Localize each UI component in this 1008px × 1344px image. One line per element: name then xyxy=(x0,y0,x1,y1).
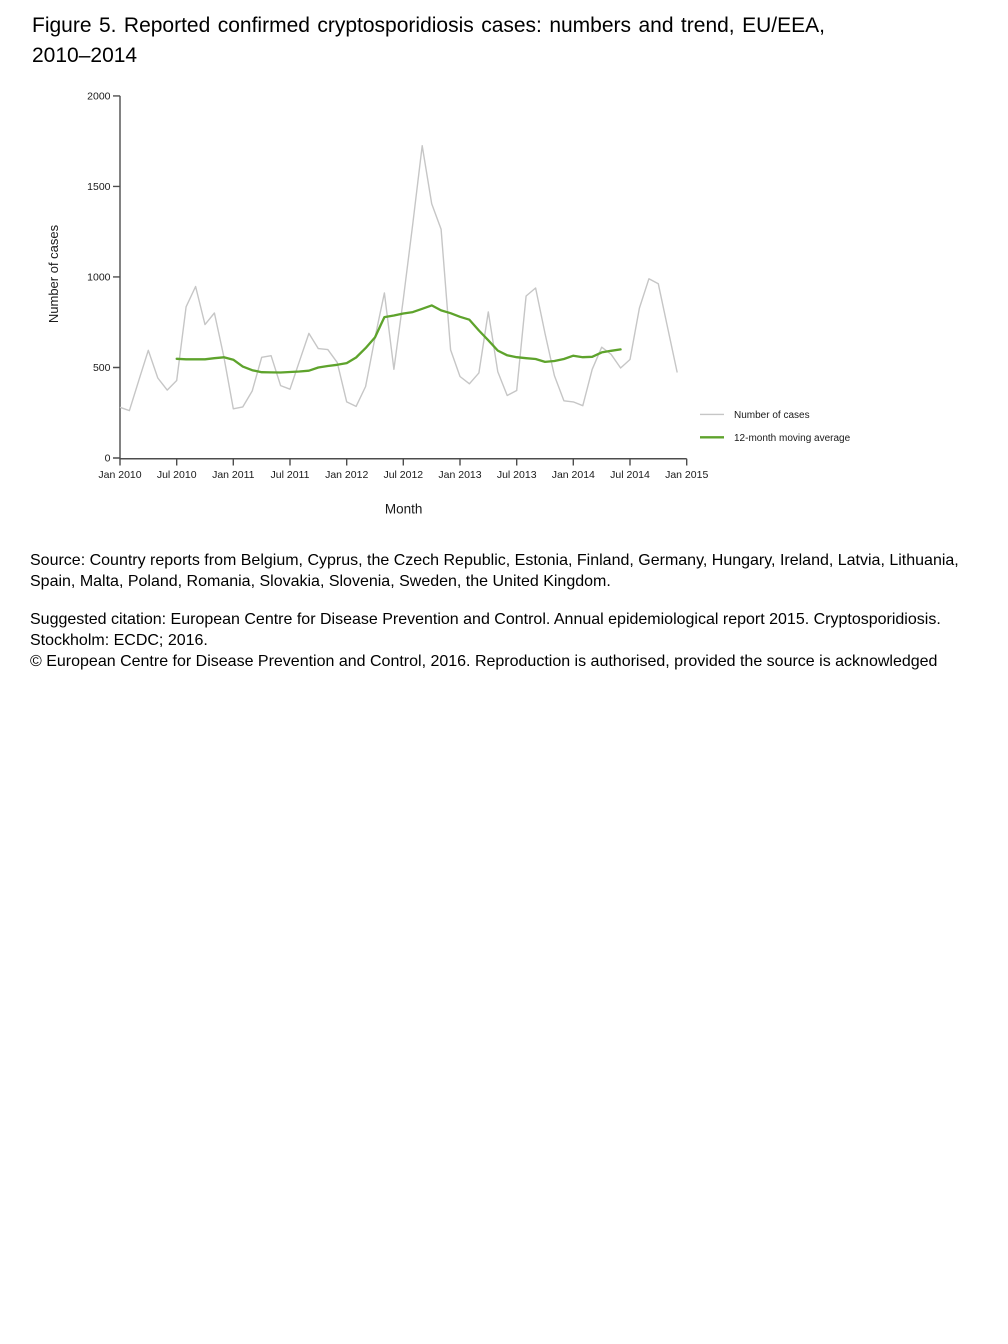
svg-text:2000: 2000 xyxy=(87,90,111,102)
svg-text:Month: Month xyxy=(385,502,423,517)
svg-text:Number of cases: Number of cases xyxy=(734,410,810,421)
svg-text:Number of cases: Number of cases xyxy=(46,224,61,323)
svg-text:1500: 1500 xyxy=(87,181,111,193)
svg-text:Jul 2012: Jul 2012 xyxy=(383,469,423,481)
svg-text:Jan 2013: Jan 2013 xyxy=(438,469,481,481)
svg-text:Jan 2014: Jan 2014 xyxy=(552,469,595,481)
svg-text:Jan 2010: Jan 2010 xyxy=(98,469,141,481)
svg-text:12-month moving average: 12-month moving average xyxy=(734,433,851,444)
svg-text:Jan 2015: Jan 2015 xyxy=(665,469,708,481)
svg-text:0: 0 xyxy=(105,453,111,465)
svg-text:Jul 2013: Jul 2013 xyxy=(497,469,537,481)
svg-text:Jan 2011: Jan 2011 xyxy=(212,469,255,481)
svg-text:Jan 2012: Jan 2012 xyxy=(325,469,368,481)
svg-text:Jul 2014: Jul 2014 xyxy=(610,469,650,481)
svg-text:Jul 2010: Jul 2010 xyxy=(157,469,197,481)
svg-text:Jul 2011: Jul 2011 xyxy=(271,469,310,481)
svg-text:500: 500 xyxy=(93,362,111,374)
svg-text:1000: 1000 xyxy=(87,271,111,283)
